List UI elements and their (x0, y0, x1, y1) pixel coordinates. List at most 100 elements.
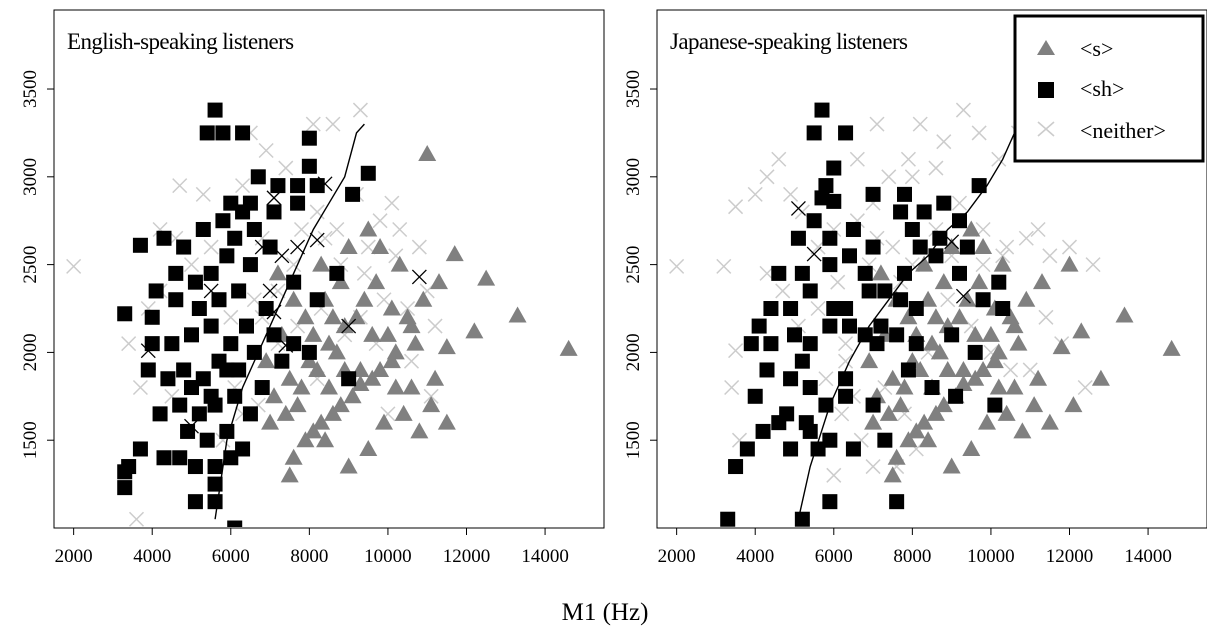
neither-point (376, 292, 392, 308)
sh-point (759, 362, 775, 378)
neither-point (132, 379, 148, 396)
s-point (378, 325, 397, 342)
s-point (430, 273, 448, 290)
s-point (402, 378, 421, 395)
sh-point (219, 248, 235, 264)
sh-point (971, 178, 987, 194)
sh-point (838, 125, 854, 141)
sh-point (231, 283, 247, 299)
sh-point (818, 397, 834, 413)
sh-point (117, 306, 133, 322)
sh-point (924, 380, 940, 396)
neither-point (1077, 379, 1093, 396)
s-point (970, 273, 989, 290)
neither-point (904, 169, 920, 185)
s-point (962, 439, 981, 456)
sh-point (802, 283, 818, 299)
s-point (426, 369, 445, 386)
s-point (382, 299, 401, 316)
neither-point (128, 511, 145, 527)
s-point (559, 339, 578, 356)
english-panel: 2000 4000 6000 8000 10000 12000 14000 1500 2000 2… (20, 9, 605, 567)
s-point (1115, 306, 1134, 323)
sh-point (219, 362, 235, 378)
neither-point (900, 151, 916, 167)
sh-point (207, 459, 223, 475)
legend-sh-marker (1038, 82, 1054, 98)
sh-point (893, 204, 909, 220)
s-point (1091, 369, 1110, 386)
sh-point (822, 318, 838, 334)
s-point (942, 238, 961, 255)
neither-point (936, 134, 952, 150)
sh-point (783, 371, 799, 387)
plot-frame (53, 9, 605, 529)
neither-point (912, 116, 928, 132)
sh-point (908, 336, 924, 352)
sh-point (187, 459, 203, 475)
s-point (1040, 413, 1059, 430)
s-point (934, 273, 953, 290)
sh-point (250, 169, 266, 185)
sh-point (806, 213, 822, 229)
sh-point (936, 195, 952, 211)
legend-neither-label: <neither> (1080, 118, 1166, 143)
sh-point (865, 186, 881, 202)
sh-point (991, 274, 1007, 290)
s-point (363, 369, 382, 386)
sh-point (223, 336, 239, 352)
neither-point (1061, 239, 1078, 255)
s-point (974, 360, 993, 377)
neither-point (869, 116, 885, 132)
black-x-point (790, 200, 806, 216)
s-point (347, 308, 366, 325)
x-tick-label: 2000 (658, 546, 696, 567)
sh-point (207, 494, 223, 510)
s-point (265, 387, 283, 404)
s-point (871, 264, 890, 281)
sh-point (814, 190, 830, 206)
neither-point (403, 353, 420, 369)
sh-point (897, 265, 912, 281)
sh-point (246, 221, 262, 237)
sh-point (987, 397, 1003, 413)
neither-point (759, 169, 775, 185)
sh-point (845, 221, 861, 237)
neither-point (838, 336, 854, 352)
sh-point (814, 102, 830, 118)
neither-point (356, 265, 372, 281)
s-point (316, 431, 335, 448)
sh-point (246, 344, 262, 360)
neither-point (278, 160, 294, 176)
neither-point (975, 257, 991, 273)
neither-point (885, 239, 901, 255)
sh-point (826, 160, 842, 176)
neither-point (716, 258, 732, 274)
sh-point (329, 265, 345, 281)
neither-point (195, 186, 211, 202)
sh-point (889, 494, 905, 510)
sh-point (301, 130, 317, 146)
sh-point (928, 248, 944, 264)
neither-point (329, 221, 345, 238)
sh-point (274, 353, 290, 369)
s-point (371, 238, 390, 255)
sh-point (771, 265, 787, 281)
s-point (1029, 369, 1048, 386)
sh-point (235, 125, 251, 141)
sh-point (838, 388, 854, 404)
black-x-point (266, 190, 282, 206)
black-x-point (317, 176, 333, 192)
y-tick-label: 3500 (20, 70, 41, 108)
sh-point (301, 158, 317, 174)
sh-point (223, 195, 239, 211)
neither-point (1003, 362, 1019, 378)
neither-point (305, 116, 321, 132)
neither-point (1022, 362, 1038, 378)
sh-point (117, 464, 133, 480)
neither-point (669, 258, 685, 274)
s-point (864, 413, 883, 430)
neither-point (783, 186, 799, 202)
s-point (891, 396, 910, 413)
black-x-point (341, 318, 357, 334)
